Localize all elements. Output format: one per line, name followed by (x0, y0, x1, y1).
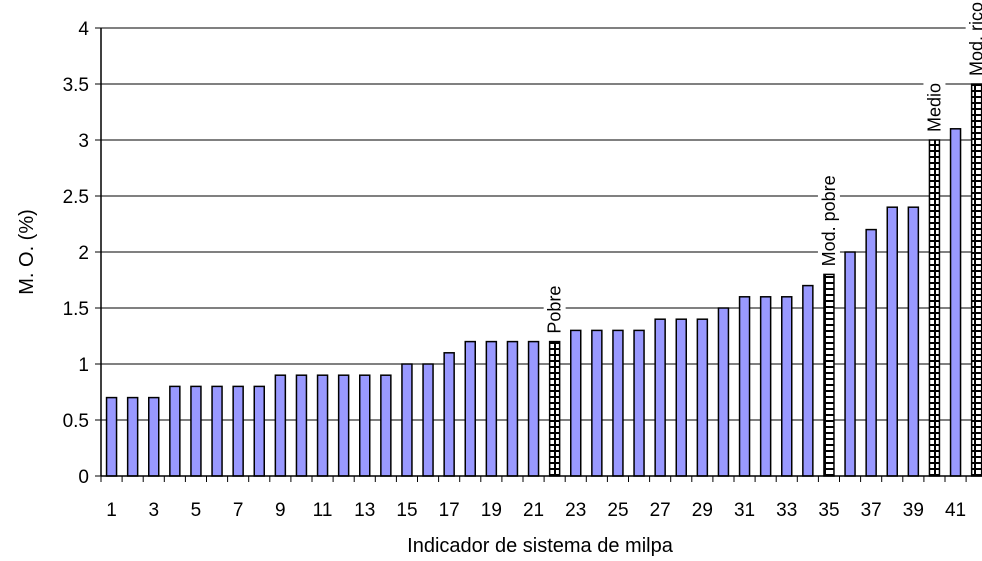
data-bar (907, 206, 920, 477)
data-bar (949, 128, 962, 477)
data-bar (359, 374, 371, 477)
data-bar (844, 251, 856, 477)
x-tick-label: 39 (903, 500, 924, 521)
y-tick-label: 0.5 (63, 411, 89, 432)
data-bar (337, 374, 350, 477)
x-tick-label: 27 (650, 500, 671, 521)
data-bar (612, 329, 624, 477)
y-axis-label: M. O. (%) (16, 209, 38, 295)
reference-bar (548, 340, 561, 477)
reference-label: Pobre (545, 286, 565, 334)
reference-label-background (923, 81, 946, 133)
reference-label: Mod. rico (967, 2, 982, 76)
data-bar (105, 396, 118, 477)
y-axis-ticks: 0 0.5 1 1.5 2 2.5 3 3.5 4 (63, 19, 101, 488)
data-bar (316, 374, 329, 477)
y-tick-label: 2 (78, 243, 89, 264)
data-bar (654, 318, 666, 477)
data-bar (675, 318, 687, 477)
data-bar (211, 385, 223, 477)
x-tick-label: 25 (607, 500, 628, 521)
data-bar (591, 329, 603, 477)
x-tick-label: 33 (776, 500, 797, 521)
data-bar (148, 396, 160, 477)
data-bar (190, 385, 202, 477)
reference-label-background (965, 0, 982, 77)
x-tick-label: 35 (818, 500, 839, 521)
y-tick-label: 1.5 (63, 299, 89, 320)
y-tick-label: 2.5 (63, 187, 89, 208)
data-bar (485, 340, 498, 477)
data-bar (738, 296, 751, 477)
x-tick-label: 17 (439, 500, 460, 521)
x-tick-label: 23 (565, 500, 586, 521)
data-bar (401, 363, 413, 477)
data-bar (232, 385, 244, 477)
x-tick-label: 1 (106, 500, 117, 521)
gridlines (101, 27, 982, 421)
reference-label-background (817, 174, 840, 268)
data-bar (696, 318, 709, 477)
data-bar (527, 340, 540, 477)
reference-bar (928, 139, 941, 477)
data-bar (126, 396, 139, 477)
x-tick-label: 15 (396, 500, 417, 521)
reference-labels: Pobre Mod. pobre Medio Mod. rico (543, 0, 982, 335)
x-tick-label: 5 (191, 500, 202, 521)
data-bar (717, 307, 730, 477)
data-bar (633, 329, 645, 477)
data-bar (422, 363, 434, 477)
data-bar (274, 374, 287, 477)
x-axis-label: Indicador de sistema de milpa (407, 535, 674, 557)
data-bar (570, 329, 582, 477)
data-bar (253, 385, 265, 477)
data-bar (464, 340, 476, 477)
y-tick-label: 0 (78, 467, 89, 488)
x-tick-label: 19 (481, 500, 502, 521)
x-tick-label: 41 (945, 500, 966, 521)
x-tick-label: 21 (523, 500, 544, 521)
x-axis-ticks: 1 3 5 7 9 11 13 15 17 19 21 23 25 27 29 31 33 35 37 39 41 (100, 476, 967, 521)
x-tick-label: 31 (734, 500, 755, 521)
reference-label-background (543, 284, 566, 335)
x-tick-label: 11 (313, 500, 333, 521)
data-bar (886, 206, 898, 477)
x-tick-label: 13 (354, 500, 375, 521)
data-bar (506, 340, 519, 477)
x-tick-label: 7 (233, 500, 244, 521)
y-tick-label: 1 (78, 355, 89, 376)
data-bar (169, 385, 181, 477)
bars (105, 83, 982, 477)
data-bar (781, 296, 793, 477)
data-bar (865, 228, 877, 477)
x-tick-label: 9 (275, 500, 286, 521)
data-bar (802, 284, 814, 477)
x-tick-label: 29 (692, 500, 713, 521)
reference-bar (823, 273, 835, 477)
reference-label: Mod. pobre (819, 175, 839, 266)
y-tick-label: 4 (78, 19, 89, 40)
x-tick-label: 37 (861, 500, 882, 521)
data-bar (759, 296, 772, 477)
y-tick-label: 3 (78, 131, 89, 152)
reference-label: Medio (924, 83, 944, 132)
data-bar (443, 352, 455, 477)
data-bar (295, 374, 308, 477)
y-tick-label: 3.5 (63, 75, 89, 96)
data-bar (380, 374, 392, 477)
reference-bar (970, 83, 982, 477)
x-tick-label: 3 (148, 500, 159, 521)
